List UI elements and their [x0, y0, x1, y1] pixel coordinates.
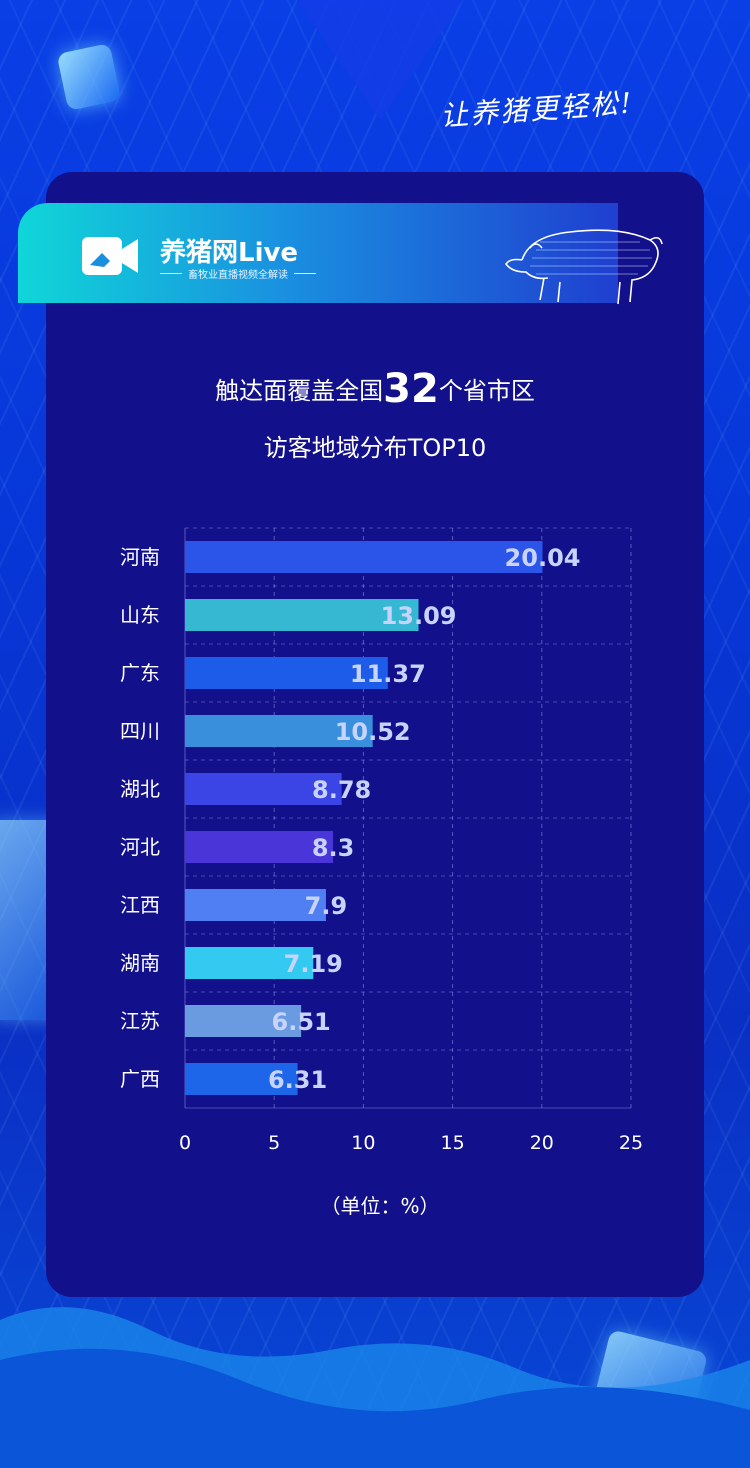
category-label: 山东 [120, 603, 160, 627]
background-chevron [290, 0, 470, 120]
value-label: 6.31 [268, 1066, 327, 1094]
x-tick-label: 15 [441, 1132, 465, 1154]
bar-7 [185, 889, 326, 921]
category-label: 江苏 [120, 1009, 160, 1033]
bottom-wave [0, 1307, 750, 1468]
x-tick-label: 10 [351, 1132, 375, 1154]
value-label: 13.09 [381, 602, 457, 630]
headline-suffix: 个省市区 [438, 377, 535, 405]
category-label: 四川 [120, 719, 160, 743]
category-label: 湖南 [120, 951, 160, 975]
tagline-rule-left [160, 273, 182, 274]
category-label: 湖北 [120, 777, 160, 801]
value-label: 6.51 [272, 1008, 331, 1036]
category-label: 河南 [120, 545, 160, 569]
x-tick-label: 5 [268, 1132, 280, 1154]
x-tick-labels: 0 5 10 15 20 25 [179, 1132, 643, 1154]
value-label: 7.9 [305, 892, 348, 920]
value-label: 11.37 [350, 660, 426, 688]
x-tick-label: 20 [530, 1132, 554, 1154]
headline-province-count: 32 [383, 366, 439, 412]
bar-1 [185, 541, 543, 573]
bar-9 [185, 1005, 302, 1037]
category-label: 河北 [120, 835, 160, 859]
headline-line-1: 触达面覆盖全国32个省市区 [0, 366, 750, 412]
value-label: 8.78 [312, 776, 371, 804]
bar-8 [185, 947, 314, 979]
unit-label: （单位：%） [320, 1194, 439, 1218]
brand-tagline: 畜牧业直播视频全解读 [188, 270, 288, 281]
x-tick-label: 25 [619, 1132, 643, 1154]
headline-line-2: 访客地域分布TOP10 [263, 434, 487, 462]
chart-card [46, 172, 704, 1297]
value-label: 7.19 [284, 950, 343, 978]
brand-tagline-row: 畜牧业直播视频全解读 [160, 266, 316, 281]
bar-6 [185, 831, 334, 863]
bar-3 [185, 657, 388, 689]
category-label: 广东 [120, 661, 160, 685]
tagline-rule-right [294, 273, 316, 274]
value-label: 10.52 [335, 718, 411, 746]
headline-prefix: 触达面覆盖全国 [215, 377, 384, 405]
bar-10 [185, 1063, 298, 1095]
video-camera-icon [82, 237, 138, 275]
bar-5 [185, 773, 342, 805]
value-label: 20.04 [505, 544, 581, 572]
value-labels: 20.04 13.09 11.37 10.52 8.78 8.3 7.9 7.19 6.51 6.… [268, 544, 581, 1094]
brand-name: 养猪网Live [160, 238, 299, 268]
bar-4 [185, 715, 373, 747]
x-tick-label: 0 [179, 1132, 191, 1154]
value-label: 8.3 [312, 834, 355, 862]
pig-illustration-icon [505, 229, 663, 305]
category-label: 广西 [120, 1067, 160, 1091]
category-label: 江西 [120, 893, 160, 917]
chart-bars [185, 541, 543, 1095]
bar-2 [185, 599, 419, 631]
